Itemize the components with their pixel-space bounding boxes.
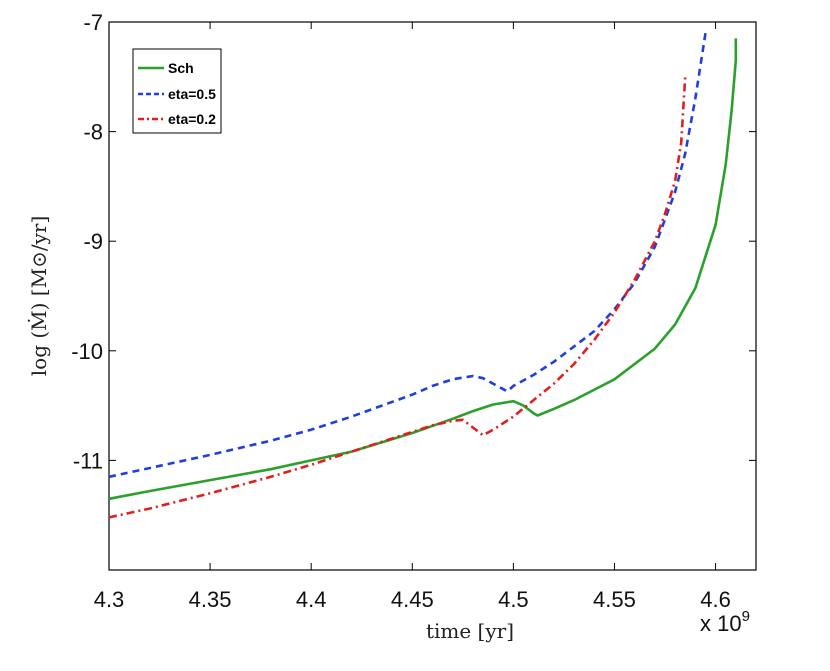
y-tick-label: -7	[83, 10, 103, 35]
legend-label-sch: Sch	[168, 60, 194, 76]
x-multiplier: x 109	[700, 608, 750, 636]
series-lines	[108, 32, 738, 519]
y-tick-label: -8	[83, 120, 103, 145]
x-tick-label: 4.5	[498, 587, 529, 612]
series-line-eta-0-5	[108, 32, 707, 479]
legend: Sch eta=0.5 eta=0.2	[132, 48, 222, 134]
series-line-sch	[108, 38, 738, 501]
series-line-eta-0-2	[108, 76, 687, 519]
x-tick-label: 4.6	[700, 587, 731, 612]
legend-label-eta-0-2: eta=0.2	[168, 111, 216, 127]
y-tick-label: -11	[73, 448, 103, 473]
x-tick-label: 4.4	[296, 587, 327, 612]
legend-label-eta-0-5: eta=0.5	[168, 86, 216, 102]
x-multiplier-exponent: 9	[742, 608, 750, 625]
plot-area	[108, 21, 757, 571]
x-tick-label: 4.55	[593, 587, 636, 612]
x-tick-label: 4.3	[94, 587, 125, 612]
y-tick-label: -9	[83, 229, 103, 254]
x-tick-label: 4.35	[189, 587, 232, 612]
x-tick-label: 4.45	[391, 587, 434, 612]
x-axis-label: time [yr]	[426, 619, 514, 643]
y-axis-label: log (Ṁ) [M⊙/yr]	[27, 216, 51, 376]
y-tick-label: -10	[71, 339, 103, 364]
ticks: 4.3 4.35 4.4 4.45 4.5 4.55 4.6 -7 -8 -9 -10 -11	[71, 10, 756, 612]
